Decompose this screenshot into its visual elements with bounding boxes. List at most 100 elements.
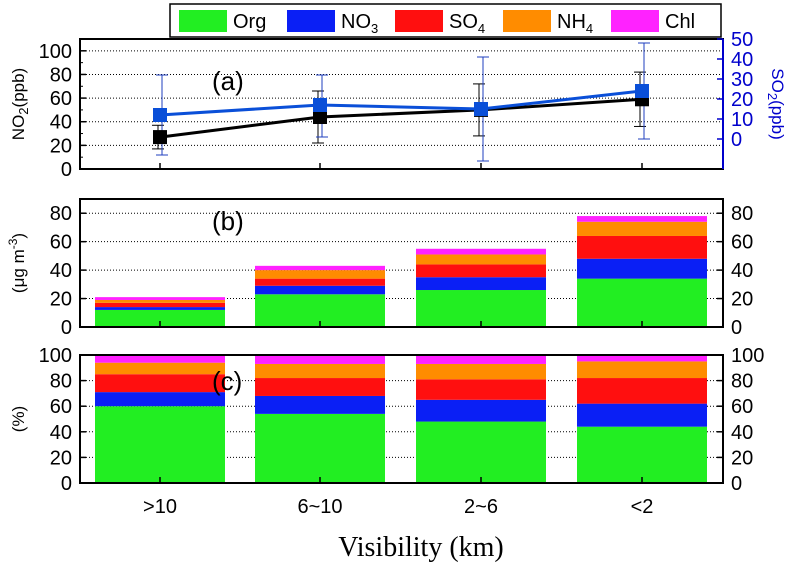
panel-c-bar-no3	[255, 395, 385, 414]
panel-a-point-so2	[474, 102, 488, 116]
panel-c-bar-org	[255, 413, 385, 483]
panel-b-bar-no3	[416, 277, 546, 291]
x-tick-label: 6~10	[297, 496, 342, 518]
panel-c-bar-chl	[416, 355, 546, 364]
panel-a-frame	[79, 38, 724, 170]
legend-label-org: Org	[233, 11, 266, 33]
panel-c-right-tick-label: 20	[731, 447, 753, 469]
panel-c-bar-nh4	[577, 361, 707, 379]
panel-c-left-tick-label: 80	[50, 371, 72, 393]
x-tick-label: >10	[143, 496, 177, 518]
x-tick-label: <2	[631, 496, 654, 518]
panel-b-bar-nh4	[416, 254, 546, 265]
panel-c-bar-org	[416, 421, 546, 483]
legend: Org NO3 SO4 NH4 Chl	[169, 3, 722, 38]
panel-c-right-tick-label: 40	[731, 422, 753, 444]
panel-c-left-tick-label: 0	[61, 473, 72, 495]
panel-c-left-tick-label: 60	[50, 396, 72, 418]
panel-b-bar-org	[416, 290, 546, 327]
legend-swatch-nh4	[503, 10, 551, 32]
panel-c: (%) 0 0 20 20 40 40 60 60 80 80 100 100 (c)	[9, 345, 764, 495]
panel-c-bar-so4	[577, 378, 707, 404]
panel-c-left-tick-label: 20	[50, 447, 72, 469]
panel-a-point-so2	[313, 98, 327, 112]
panel-b-right-tick-label: 60	[731, 232, 753, 254]
panel-c-right-tick-label: 100	[731, 345, 764, 367]
panel-a-point-no2	[153, 130, 167, 145]
panel-a-left-tick-label: 80	[50, 64, 72, 86]
panel-b-left-tick-label: 40	[50, 260, 72, 282]
panel-c-right-tick-label: 60	[731, 396, 753, 418]
panel-b-axis-label: (μg m-3)	[6, 233, 28, 293]
panel-c-bar-org	[577, 426, 707, 483]
panel-a-line-no2	[159, 97, 643, 139]
panel-b-bar-so4	[577, 235, 707, 259]
panel-c-bar-nh4	[95, 362, 225, 375]
panel-a-left-tick-label: 0	[61, 159, 72, 181]
panel-b-bar-chl	[255, 265, 385, 271]
panel-c-frame-overlay	[79, 354, 724, 484]
panel-b-left-tick-label: 80	[50, 203, 72, 225]
panel-c-bar-chl	[95, 355, 225, 363]
panel-a-right-tick-label: 30	[731, 69, 753, 91]
panel-b-bar-no3	[577, 258, 707, 279]
panel-b: (μg m-3) 0 0 20 20 40 40 60 60 80 80 (b)	[6, 198, 753, 339]
panel-a-left-tick-label: 20	[50, 135, 72, 157]
legend-label-chl: Chl	[665, 11, 695, 33]
panel-a-left-tick-label: 100	[39, 41, 72, 63]
panel-a-right-tick-label: 50	[731, 29, 753, 51]
panel-a-right-tick-label: 0	[731, 129, 742, 151]
panel-c-bar-no3	[577, 403, 707, 427]
panel-c-bar-so4	[255, 378, 385, 396]
panel-c-bar-no3	[95, 392, 225, 407]
panel-c-bar-chl	[577, 355, 707, 362]
panel-b-bar-chl	[577, 216, 707, 222]
panel-b-bar-chl	[95, 297, 225, 300]
panel-c-bar-so4	[95, 374, 225, 393]
panel-b-bar-chl	[416, 248, 546, 255]
x-tick-label: 2~6	[464, 496, 498, 518]
panel-b-bar-nh4	[577, 221, 707, 236]
panel-a-line-so2	[159, 89, 643, 117]
panel-b-left-tick-label: 60	[50, 232, 72, 254]
panel-b-bar-no3	[255, 285, 385, 295]
panel-a-point-no2	[313, 110, 327, 124]
panel-b-label: (b)	[212, 206, 244, 236]
panel-b-bar-so4	[255, 278, 385, 286]
panel-c-right-tick-label: 0	[731, 473, 742, 495]
panel-a-left-tick-label: 60	[50, 88, 72, 110]
panel-a-label: (a)	[212, 66, 244, 96]
panel-b-right-tick-label: 20	[731, 289, 753, 311]
panel-c-right-tick-label: 80	[731, 371, 753, 393]
panel-c-left-tick-label: 40	[50, 422, 72, 444]
panel-b-bar-so4	[416, 264, 546, 278]
panel-b-bar-nh4	[255, 270, 385, 279]
panel-b-left-tick-label: 0	[61, 317, 72, 339]
panel-b-right-tick-label: 40	[731, 260, 753, 282]
panel-b-frame-overlay	[79, 198, 724, 328]
x-axis-title: Visibility (km)	[338, 532, 504, 563]
panel-a-right-tick-label: 40	[731, 49, 753, 71]
panel-c-left-tick-label: 100	[39, 345, 72, 367]
panel-b-bar-org	[577, 278, 707, 327]
panel-c-bar-so4	[416, 379, 546, 400]
legend-swatch-org	[179, 10, 227, 32]
legend-swatch-no3	[287, 10, 335, 32]
panel-a-left-tick-label: 40	[50, 112, 72, 134]
panel-b-bar-no3	[95, 307, 225, 310]
panel-b-bar-so4	[95, 302, 225, 308]
panel-b-bar-org	[95, 309, 225, 327]
panel-c-bar-org	[95, 406, 225, 483]
panel-c-label: (c)	[212, 366, 242, 396]
panel-a: (a) NO2(ppb) SO2(ppb) 020406080100010203…	[9, 29, 787, 181]
panel-a-right-axis-label: SO2(ppb)	[765, 68, 787, 139]
panel-a-point-so2	[153, 108, 167, 122]
panel-a-right-tick-label: 10	[731, 109, 753, 131]
panel-a-right-tick-label: 20	[731, 89, 753, 111]
legend-swatch-so4	[395, 10, 443, 32]
legend-swatch-chl	[611, 10, 659, 32]
panel-b-left-tick-label: 20	[50, 289, 72, 311]
panel-c-bar-nh4	[255, 363, 385, 379]
panel-c-bar-no3	[416, 399, 546, 422]
